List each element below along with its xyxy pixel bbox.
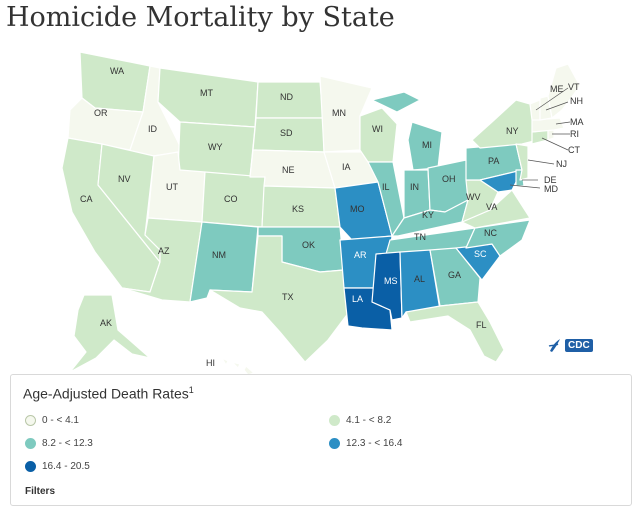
hhs-eagle-icon <box>548 339 560 352</box>
us-choropleth-map: WA OR ID MT WY CA NV UT AZ CO NM ND SD N… <box>0 40 637 375</box>
state-KS[interactable] <box>261 185 341 228</box>
state-NM[interactable] <box>189 221 259 303</box>
legend-label-2: 4.1 - < 8.2 <box>346 415 392 426</box>
legend-swatch-2 <box>329 415 340 426</box>
state-TX[interactable] <box>209 235 353 363</box>
state-MD[interactable] <box>479 169 523 193</box>
state-CO[interactable] <box>201 171 266 228</box>
leader-md <box>509 184 541 189</box>
state-AK[interactable] <box>69 294 151 373</box>
leader-vt <box>535 87 569 111</box>
legend-panel: Age-Adjusted Death Rates1 0 - < 4.1 4.1 … <box>10 374 632 506</box>
leader-ma <box>555 121 571 125</box>
cdc-logo: CDC <box>548 336 593 354</box>
state-WA[interactable] <box>79 51 151 113</box>
legend-label-5: 16.4 - 20.5 <box>42 461 90 472</box>
state-NY[interactable] <box>471 99 539 149</box>
legend-label-1: 0 - < 4.1 <box>42 415 79 426</box>
legend-item-class-4[interactable]: 12.3 - < 16.4 <box>329 438 402 449</box>
label-HI: HI <box>206 358 215 368</box>
state-FL[interactable] <box>405 301 505 363</box>
state-WI[interactable] <box>359 107 398 163</box>
legend-swatch-5 <box>25 461 36 472</box>
state-RI[interactable] <box>547 129 555 141</box>
state-SD[interactable] <box>252 117 325 153</box>
label-MD: MD <box>544 184 558 194</box>
state-MT[interactable] <box>157 67 259 128</box>
label-MA: MA <box>570 117 584 127</box>
label-RI: RI <box>570 129 579 139</box>
label-NJ: NJ <box>556 159 567 169</box>
label-CT: CT <box>568 145 580 155</box>
legend-swatch-1 <box>25 415 36 426</box>
legend-title-text: Age-Adjusted Death Rates <box>23 385 189 402</box>
legend-footnote: 1 <box>188 385 194 395</box>
legend-item-class-2[interactable]: 4.1 - < 8.2 <box>329 415 391 426</box>
state-VT[interactable] <box>529 99 541 121</box>
state-NJ[interactable] <box>515 143 529 181</box>
label-DE: DE <box>544 175 557 185</box>
legend-item-class-3[interactable]: 8.2 - < 12.3 <box>25 438 93 449</box>
legend-item-class-5[interactable]: 16.4 - 20.5 <box>25 461 90 472</box>
filters-heading[interactable]: Filters <box>25 486 56 497</box>
leader-nj <box>527 159 555 165</box>
cdc-logo-text: CDC <box>565 338 593 352</box>
state-WY[interactable] <box>177 121 256 178</box>
state-MA[interactable] <box>531 117 565 133</box>
leader-ct <box>541 137 569 151</box>
page-title: Homicide Mortality by State <box>6 2 395 33</box>
state-MI[interactable] <box>371 91 443 171</box>
legend-swatch-3 <box>25 438 36 449</box>
legend-title: Age-Adjusted Death Rates1 <box>23 385 194 402</box>
state-ND[interactable] <box>255 81 324 119</box>
legend-swatch-4 <box>329 438 340 449</box>
legend-label-4: 12.3 - < 16.4 <box>346 438 403 449</box>
legend-item-class-1[interactable]: 0 - < 4.1 <box>25 415 79 426</box>
state-KY[interactable] <box>391 199 469 237</box>
leader-nh <box>545 101 569 111</box>
state-HI[interactable] <box>221 357 255 375</box>
legend-label-3: 8.2 - < 12.3 <box>42 438 93 449</box>
